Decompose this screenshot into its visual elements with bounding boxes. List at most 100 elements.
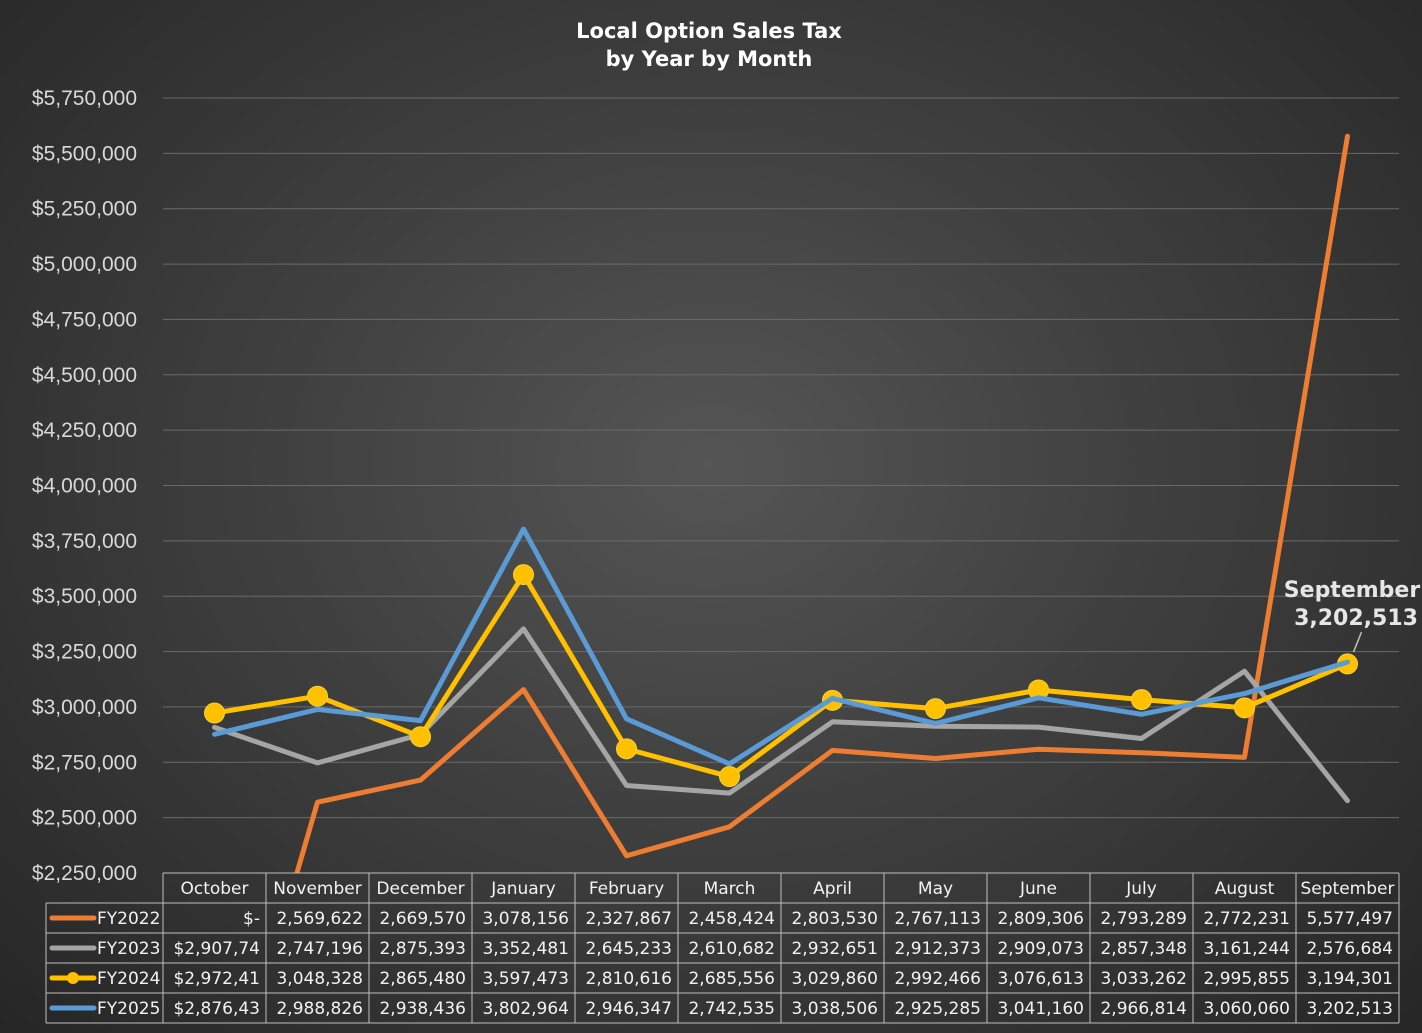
table-cell: 3,597,473 — [482, 969, 569, 989]
y-tick-label: $4,250,000 — [32, 419, 137, 442]
data-point-fy2024 — [719, 766, 740, 788]
y-tick-label: $3,500,000 — [32, 585, 137, 608]
data-point-fy2024 — [616, 738, 637, 760]
table-cell: 2,793,289 — [1100, 909, 1187, 929]
table-cell: 5,577,497 — [1306, 909, 1393, 929]
series-line-fy2024 — [212, 572, 1350, 780]
table-header-march: March — [704, 879, 756, 899]
legend-label-fy2024: FY2024 — [97, 969, 160, 989]
table-cell: 3,078,156 — [482, 909, 569, 929]
table-cell: $2,907,74 — [173, 939, 260, 959]
table-cell: 2,946,347 — [585, 999, 672, 1019]
table-cell: 2,992,466 — [894, 969, 981, 989]
table-header-july: July — [1125, 879, 1157, 899]
table-cell: 2,576,684 — [1306, 939, 1393, 959]
table-cell: 2,932,651 — [791, 939, 878, 959]
table-cell: 2,327,867 — [585, 909, 672, 929]
table-header-february: February — [589, 879, 664, 899]
table-cell: 2,685,556 — [688, 969, 775, 989]
table-cell: 3,029,860 — [791, 969, 878, 989]
table-cell: 2,810,616 — [585, 969, 672, 989]
table-header-november: November — [273, 879, 361, 899]
table-cell: 2,809,306 — [997, 909, 1084, 929]
table-cell: 2,569,622 — [276, 909, 363, 929]
table-cell: 2,767,113 — [894, 909, 981, 929]
table-header-october: October — [180, 879, 248, 899]
data-point-fy2024 — [513, 564, 534, 586]
table-cell: 3,202,513 — [1306, 999, 1393, 1019]
table-cell: 2,857,348 — [1100, 939, 1187, 959]
y-tick-label: $4,500,000 — [32, 364, 137, 387]
data-callout: September 3,202,513 — [1284, 578, 1421, 653]
data-point-fy2024 — [204, 702, 225, 724]
legend-label-fy2025: FY2025 — [97, 999, 160, 1019]
table-cell: 2,803,530 — [791, 909, 878, 929]
table-header-january: January — [490, 879, 555, 899]
table-cell: 3,802,964 — [482, 999, 569, 1019]
table-cell: 2,909,073 — [997, 939, 1084, 959]
data-point-fy2024 — [925, 698, 946, 720]
y-tick-label: $3,000,000 — [32, 696, 137, 719]
chart-title-line-2: by Year by Month — [606, 47, 813, 71]
table-cell: 2,925,285 — [894, 999, 981, 1019]
y-tick-label: $5,750,000 — [32, 87, 137, 110]
y-tick-label: $4,000,000 — [32, 475, 137, 498]
table-cell: 3,076,613 — [997, 969, 1084, 989]
legend-label-fy2022: FY2022 — [97, 909, 160, 929]
table-cell: $- — [243, 909, 260, 929]
table-cell: 2,995,855 — [1203, 969, 1290, 989]
table-header-may: May — [918, 879, 953, 899]
table-cell: 2,966,814 — [1100, 999, 1187, 1019]
table-cell: $2,972,41 — [173, 969, 260, 989]
y-tick-label: $4,750,000 — [32, 308, 137, 331]
table-cell: $2,876,43 — [173, 999, 260, 1019]
gridlines — [163, 97, 1399, 819]
data-point-fy2024 — [410, 726, 431, 748]
table-cell: 3,161,244 — [1203, 939, 1290, 959]
y-tick-label: $5,250,000 — [32, 198, 137, 221]
y-tick-label: $2,250,000 — [32, 862, 137, 885]
y-axis-tick-labels: $5,750,000 $5,500,000 $5,250,000 $5,000,000… — [32, 87, 137, 885]
callout-label: September — [1284, 578, 1421, 603]
data-point-fy2024 — [307, 685, 328, 707]
data-point-fy2024 — [1131, 689, 1152, 711]
table-cell: 3,048,328 — [276, 969, 363, 989]
legend-label-fy2023: FY2023 — [97, 939, 160, 959]
y-tick-label: $2,500,000 — [32, 807, 137, 830]
table-cell: 2,742,535 — [688, 999, 775, 1019]
table-cell: 2,645,233 — [585, 939, 672, 959]
series-line-fy2022 — [294, 133, 1350, 873]
data-point-fy2024 — [1234, 697, 1255, 719]
y-tick-label: $5,000,000 — [32, 253, 137, 276]
table-header-april: April — [813, 879, 852, 899]
table-cell: 3,041,160 — [997, 999, 1084, 1019]
table-cell: 3,060,060 — [1203, 999, 1290, 1019]
data-table: October November December January February Ma… — [45, 872, 1400, 1024]
table-cell: 2,938,436 — [379, 999, 466, 1019]
table-header-august: August — [1215, 879, 1275, 899]
table-cell: 2,772,231 — [1203, 909, 1290, 929]
table-cell: 2,669,570 — [379, 909, 466, 929]
table-cell: 2,610,682 — [688, 939, 775, 959]
chart-title-line-1: Local Option Sales Tax — [576, 19, 842, 43]
table-cell: 2,747,196 — [276, 939, 363, 959]
table-header-june: June — [1019, 879, 1057, 899]
table-cell: 2,912,373 — [894, 939, 981, 959]
chart-title: Local Option Sales Tax by Year by Month — [576, 19, 842, 71]
table-cell: 3,194,301 — [1306, 969, 1393, 989]
table-cell: 2,458,424 — [688, 909, 775, 929]
y-tick-label: $3,250,000 — [32, 641, 137, 664]
table-cell: 2,865,480 — [379, 969, 466, 989]
y-tick-label: $3,750,000 — [32, 530, 137, 553]
table-cell: 2,875,393 — [379, 939, 466, 959]
series-line-fy2023 — [212, 626, 1350, 804]
y-tick-label: $2,750,000 — [32, 751, 137, 774]
table-cell: 2,988,826 — [276, 999, 363, 1019]
series-line-fy2025 — [212, 526, 1350, 767]
table-cell: 3,038,506 — [791, 999, 878, 1019]
table-header-december: December — [376, 879, 464, 899]
callout-leader — [1352, 631, 1363, 653]
table-cell: 3,033,262 — [1100, 969, 1187, 989]
callout-value: 3,202,513 — [1294, 606, 1418, 631]
